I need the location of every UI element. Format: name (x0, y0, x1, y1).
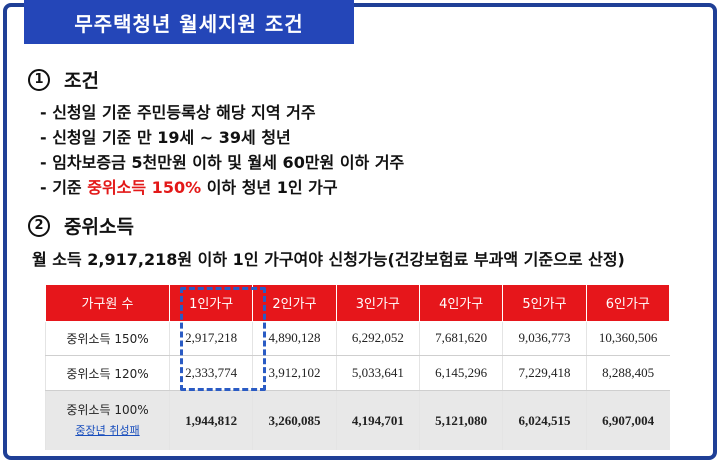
section-2-number: 2 (28, 214, 50, 237)
table-cell: 9,036,773 (502, 321, 587, 357)
header-1-person: 1인가구 (168, 285, 254, 322)
table-cell: 7,229,418 (502, 355, 587, 392)
row-label: 중위소득 150% (45, 321, 170, 357)
section-1-number: 1 (28, 68, 50, 91)
table-cell: 4,890,128 (252, 321, 337, 357)
table-cell: 6,292,052 (335, 321, 420, 357)
section-1-title: 조건 (64, 70, 99, 92)
condition-item: - 신청일 기준 주민등록상 해당 지역 거주 (40, 103, 316, 122)
single-household-highlight-box (180, 287, 266, 391)
table-cell: 4,194,701 (335, 390, 420, 450)
table-cell: 5,033,641 (335, 355, 420, 392)
page-title: 무주택청년 월세지원 조건 (24, 0, 354, 44)
row-label: 중위소득 100% 중장년 취성패 (45, 390, 170, 450)
header-3-person: 3인가구 (335, 285, 420, 322)
median-income-table: 가구원 수 1인가구 2인가구 3인가구 4인가구 5인가구 6인가구 중위소득… (45, 285, 671, 450)
table-cell: 6,145,296 (418, 355, 503, 392)
table-cell: 6,907,004 (585, 390, 670, 450)
condition-item: - 기준 중위소득 150% 이하 청년 1인 가구 (40, 175, 404, 200)
header-6-person: 6인가구 (585, 285, 671, 322)
table-cell: 10,360,506 (585, 321, 670, 357)
table-cell: 5,121,080 (418, 390, 503, 450)
header-5-person: 5인가구 (502, 285, 587, 322)
row-label: 중위소득 120% (45, 355, 170, 392)
table-cell: 3,912,102 (252, 355, 337, 392)
section-1-heading: 1 조건 (28, 66, 99, 93)
condition-suffix: 이하 청년 1인 가구 (201, 178, 338, 197)
header-household-size: 가구원 수 (45, 285, 170, 322)
table-cell: 7,681,620 (418, 321, 503, 357)
income-requirement: 월 소득 2,917,218원 이하 1인 가구여야 신청가능(건강보험료 부과… (32, 250, 625, 269)
condition-prefix: - 기준 (40, 178, 88, 197)
table-row: 중위소득 120% 2,333,774 3,912,102 5,033,641 … (45, 355, 670, 392)
section-2-title: 중위소득 (64, 216, 134, 238)
table-row: 중위소득 100% 중장년 취성패 1,944,812 3,260,085 4,… (45, 390, 670, 450)
condition-item: - 임차보증금 5천만원 이하 및 월세 60만원 이하 거주 (40, 153, 405, 172)
table-cell: 3,260,085 (252, 390, 337, 450)
condition-highlight: 중위소득 150% (87, 178, 202, 197)
table-header-row: 가구원 수 1인가구 2인가구 3인가구 4인가구 5인가구 6인가구 (45, 285, 671, 322)
section-2-heading: 2 중위소득 (28, 212, 134, 239)
table-cell: 8,288,405 (585, 355, 670, 392)
middle-aged-link[interactable]: 중장년 취성패 (75, 424, 140, 438)
header-4-person: 4인가구 (418, 285, 504, 322)
row-label-text: 중위소득 100% (66, 403, 149, 418)
condition-list: - 신청일 기준 주민등록상 해당 지역 거주 - 신청일 기준 만 19세 ~… (40, 100, 404, 200)
table-cell: 1,944,812 (168, 390, 253, 450)
table-cell: 6,024,515 (502, 390, 587, 450)
table-row: 중위소득 150% 2,917,218 4,890,128 6,292,052 … (45, 321, 670, 357)
header-2-person: 2인가구 (252, 285, 337, 322)
condition-item: - 신청일 기준 만 19세 ~ 39세 청년 (40, 128, 291, 147)
